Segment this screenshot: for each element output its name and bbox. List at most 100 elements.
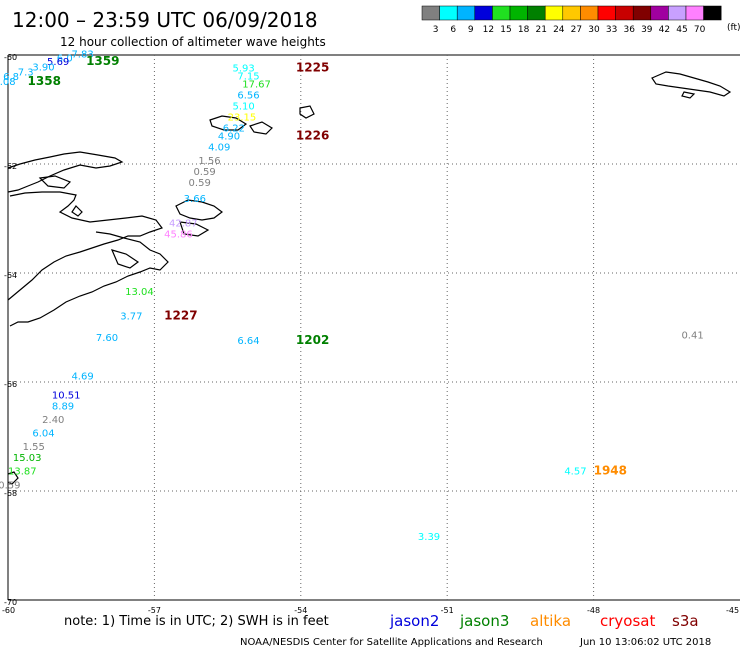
- lon-tick-label: -54: [294, 606, 307, 615]
- swh-value-label: 6.22: [223, 123, 245, 134]
- legend-label: 27: [571, 25, 582, 35]
- swh-value-label: 3.39: [418, 532, 440, 543]
- lon-tick-label: -57: [148, 606, 161, 615]
- legend-swatch: [562, 5, 581, 21]
- mission-name: cryosat: [600, 612, 655, 630]
- legend-swatch: [650, 5, 669, 21]
- swh-value-label: 4.57: [564, 467, 586, 478]
- legend-label: 15: [500, 25, 511, 35]
- swh-value-label: 0.59: [0, 480, 21, 491]
- lon-tick-label: -51: [441, 606, 454, 615]
- legend-swatch: [439, 5, 458, 21]
- legend-label: 21: [535, 25, 546, 35]
- swh-value-label: 6.8: [3, 72, 19, 83]
- lon-tick-label: -48: [587, 606, 600, 615]
- lat-tick-label: -64: [4, 271, 17, 280]
- legend-swatch: [615, 5, 634, 21]
- legend-label: 3: [433, 25, 439, 35]
- lon-tick-label: -45: [726, 606, 739, 615]
- legend-swatch: [544, 5, 564, 21]
- mission-name: jason3: [459, 612, 509, 630]
- swh-value-label: 7.3: [18, 68, 34, 79]
- swh-value-label: 1.56: [198, 156, 220, 167]
- swh-value-label: 7.60: [96, 333, 118, 344]
- pass-time-label: 1359: [86, 54, 119, 68]
- footer-credit: NOAA/NESDIS Center for Satellite Applica…: [240, 637, 543, 648]
- map-title: 12:00 – 23:59 UTC 06/09/2018: [12, 8, 318, 32]
- color-legend: 3 6 9 12 15 18 21 24 27 30 33 36 39 42 45 70: [421, 5, 722, 35]
- swh-value-label: 42.87: [169, 219, 198, 230]
- swh-value-label: 6.64: [237, 336, 259, 347]
- lat-tick-label: -62: [4, 162, 17, 171]
- legend-swatch: [597, 5, 616, 21]
- legend-unit: (ft): [727, 23, 740, 33]
- pass-time-label: 1358: [28, 74, 61, 88]
- footer-note: note: 1) Time is in UTC; 2) SWH is in fe…: [64, 614, 329, 629]
- swh-value-label: 5.10: [232, 102, 254, 113]
- legend-label: 42: [659, 25, 670, 35]
- swh-value-label: 0.59: [189, 178, 211, 189]
- legend-label: 30: [588, 25, 600, 35]
- legend-swatch: [703, 5, 722, 21]
- footer-timestamp: Jun 10 13:06:02 UTC 2018: [579, 637, 711, 648]
- legend-label: 9: [468, 25, 474, 35]
- swh-value-label: 13.87: [8, 467, 37, 478]
- swh-value-label: 0.41: [681, 330, 703, 341]
- pass-time-label: 1227: [164, 308, 197, 322]
- pass-time-label: 1226: [296, 128, 329, 142]
- legend-label: 45: [676, 25, 687, 35]
- swh-value-label: 3.66: [184, 194, 206, 205]
- lat-tick-label: -70: [4, 598, 17, 607]
- swh-value-label: 7.15: [237, 72, 259, 83]
- lat-tick-label: -60: [4, 53, 17, 62]
- legend-swatch: [456, 5, 476, 21]
- swh-value-label: 6.56: [237, 91, 259, 102]
- swh-value-label: 2.40: [42, 415, 64, 426]
- swh-value-label: 17.67: [242, 80, 271, 91]
- swh-value-label: 5.69: [47, 57, 69, 68]
- coastline: [7, 71, 732, 485]
- mission-name: s3a: [672, 612, 699, 630]
- legend-swatch: [668, 5, 687, 21]
- legend-swatch: [685, 5, 704, 21]
- legend-swatch: [509, 5, 528, 21]
- swh-value-label: 3.90: [32, 62, 54, 73]
- swh-value-label: 13.04: [125, 287, 154, 298]
- swh-value-label: 8.89: [52, 401, 74, 412]
- legend-swatch: [632, 5, 652, 21]
- lat-tick-label: -68: [4, 489, 17, 498]
- swh-value-label: 45.86: [164, 230, 193, 241]
- lat-tick-label: -66: [4, 380, 17, 389]
- legend-swatch: [421, 5, 440, 21]
- legend-label: 6: [450, 25, 456, 35]
- swh-value-label: 6.0: [57, 54, 73, 65]
- legend-label: 18: [518, 25, 530, 35]
- swh-value-label: 7.83: [71, 50, 93, 61]
- plot-frame: [7, 54, 740, 601]
- lon-tick-label: -60: [2, 606, 15, 615]
- swh-value-label: 6.08: [0, 77, 16, 88]
- legend-label: 12: [483, 25, 494, 35]
- legend-swatch: [580, 5, 599, 21]
- swh-value-label: 4.69: [71, 371, 93, 382]
- mission-name: altika: [530, 612, 571, 630]
- swh-value-label: 1.55: [23, 442, 45, 453]
- swh-value-label: 10.51: [52, 390, 81, 401]
- swh-value-label: 15.03: [13, 453, 42, 464]
- legend-label: 24: [553, 25, 565, 35]
- mission-name: jason2: [389, 612, 439, 630]
- pass-time-labels: 122512261227120219481913591358: [28, 54, 627, 478]
- pass-time-label: 1225: [296, 60, 329, 74]
- mission-legend: jason2 jason3 altika cryosat s3a: [389, 612, 699, 630]
- swh-value-label: 6.04: [32, 429, 54, 440]
- legend-label: 39: [641, 25, 653, 35]
- swh-value-label: 4.90: [218, 131, 240, 142]
- pass-time-label: 1202: [296, 333, 329, 347]
- swh-value-label: 4.09: [208, 142, 230, 153]
- legend-label: 36: [623, 25, 635, 35]
- swh-value-label: 5.93: [232, 63, 254, 74]
- legend-swatch: [474, 5, 493, 21]
- legend-label: 33: [606, 25, 617, 35]
